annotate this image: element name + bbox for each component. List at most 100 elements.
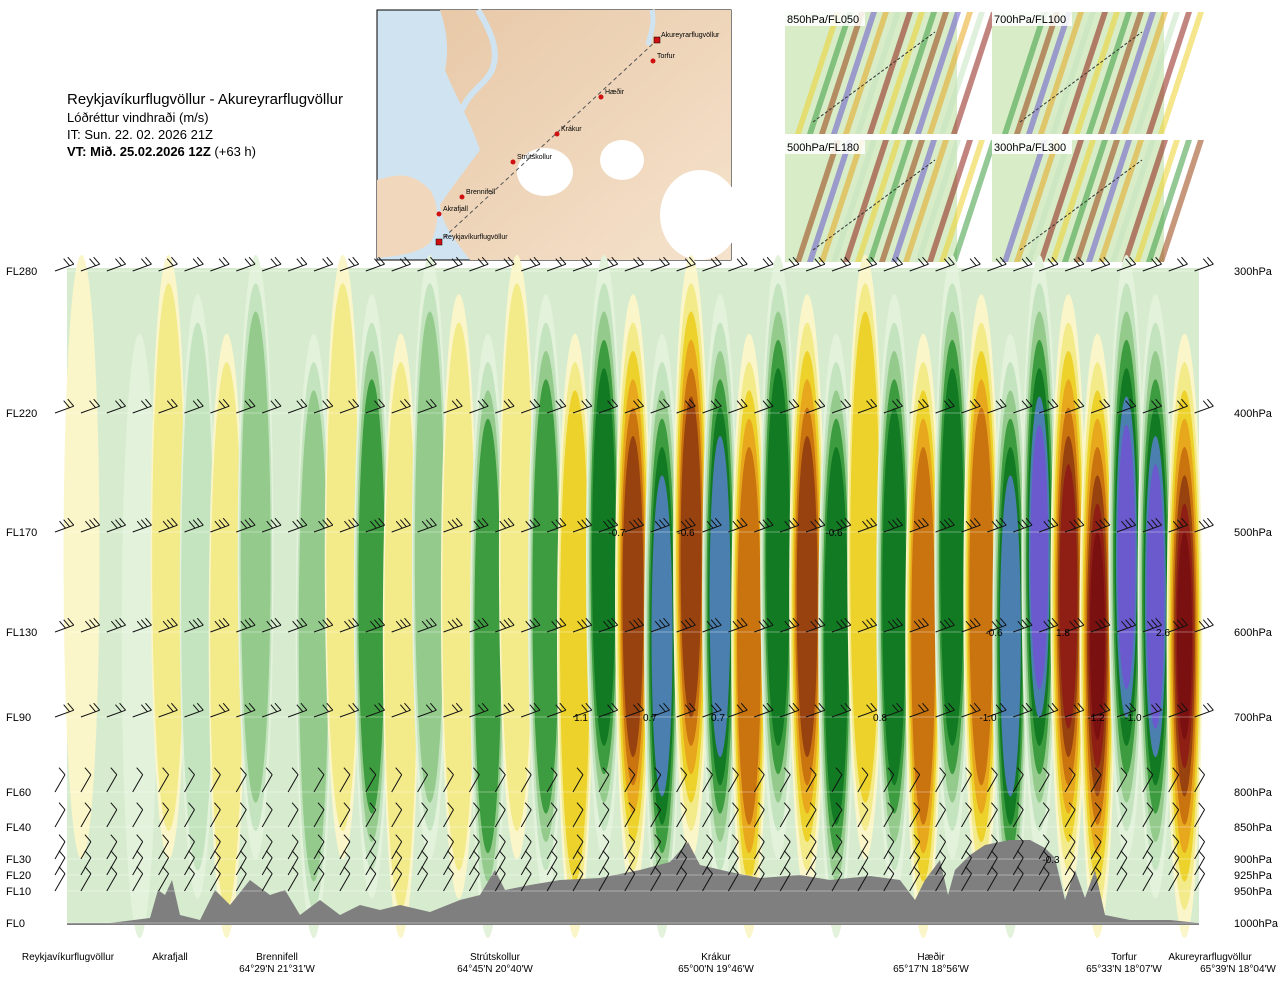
barb-shaft <box>106 809 118 828</box>
barb-feather <box>714 398 722 407</box>
barb-feather <box>714 517 722 526</box>
barb-shaft <box>1013 263 1033 272</box>
barb-feather <box>607 619 614 627</box>
thumbnail-field <box>951 12 997 134</box>
wind-barb <box>209 767 221 793</box>
barb-shaft <box>883 524 903 533</box>
barb-feather <box>732 620 740 629</box>
barb-feather <box>352 256 360 265</box>
wind-barb <box>935 702 955 718</box>
barb-feather <box>1021 704 1029 712</box>
barb-feather <box>1077 517 1085 526</box>
barb-feather <box>343 767 351 776</box>
wind-barb <box>261 850 273 876</box>
barb-feather <box>922 617 929 626</box>
barb-feather <box>870 517 878 526</box>
level-thumbnail: 850hPa/FL050 <box>785 12 997 134</box>
barb-feather <box>1146 834 1154 843</box>
field-contour <box>414 311 445 803</box>
barb-shaft <box>209 809 221 828</box>
wind-barb <box>313 517 334 533</box>
wind-barb <box>1013 617 1033 633</box>
barb-feather <box>63 704 71 712</box>
wind-barb <box>495 398 515 414</box>
barb-shaft <box>935 405 955 414</box>
barb-feather <box>196 256 204 265</box>
barb-feather <box>658 619 666 627</box>
barb-feather <box>67 256 75 265</box>
wind-barb <box>443 256 463 272</box>
barb-feather <box>689 617 696 626</box>
wind-barb <box>546 850 558 876</box>
barb-shaft <box>805 405 826 414</box>
barb-shaft <box>1039 709 1059 718</box>
barb-feather <box>922 398 929 407</box>
wind-barb <box>261 866 273 892</box>
barb-shaft <box>494 809 506 828</box>
wind-barb <box>132 866 144 892</box>
wind-barb <box>132 617 152 633</box>
barb-shaft <box>546 263 567 272</box>
barb-feather <box>322 519 330 527</box>
barb-shaft <box>909 405 929 414</box>
field-contour <box>326 283 360 831</box>
barb-feather <box>835 866 843 875</box>
thumbnail-label-bg <box>992 12 1072 26</box>
barb-shaft <box>1194 809 1206 828</box>
field-band <box>905 333 942 939</box>
barb-feather <box>887 850 895 859</box>
barb-feather <box>603 620 610 629</box>
field-band <box>469 333 506 939</box>
wind-barb <box>727 767 739 793</box>
barb-feather <box>628 866 636 875</box>
wind-barb <box>650 702 670 718</box>
wind-barb <box>1116 517 1137 533</box>
barb-feather <box>322 400 330 408</box>
barb-feather <box>1176 704 1184 712</box>
barb-shaft <box>1168 524 1188 533</box>
barb-feather <box>577 620 584 629</box>
thumbnail-field <box>891 140 937 262</box>
wind-barb <box>417 802 429 828</box>
barb-feather <box>740 256 748 265</box>
barb-shaft <box>624 873 636 892</box>
barb-feather <box>870 617 878 626</box>
barb-shaft <box>702 774 713 793</box>
barb-feather <box>1202 400 1210 408</box>
barb-feather <box>995 519 1003 527</box>
wind-barb <box>443 834 454 860</box>
barb-shaft <box>520 857 532 876</box>
barb-feather <box>1155 256 1162 265</box>
barb-feather <box>1155 398 1162 407</box>
barb-feather <box>784 620 792 629</box>
barb-feather <box>818 398 826 407</box>
barb-feather <box>110 866 118 875</box>
barb-feather <box>473 767 480 776</box>
barb-feather <box>628 520 636 529</box>
barb-feather <box>136 866 144 875</box>
barb-feather <box>922 517 929 526</box>
barb-feather <box>524 767 532 776</box>
wind-barb <box>935 617 955 633</box>
barb-feather <box>844 702 852 711</box>
wind-barb <box>572 256 593 272</box>
barb-shaft <box>495 709 515 718</box>
barb-feather <box>270 519 278 527</box>
barb-feather <box>430 517 437 526</box>
wind-barb <box>469 617 489 633</box>
wind-barb <box>780 256 800 272</box>
barb-feather <box>658 704 666 712</box>
wind-barb <box>235 802 247 828</box>
barb-feather <box>93 398 101 407</box>
barb-shaft <box>961 624 981 633</box>
barb-shaft <box>728 263 748 272</box>
barb-feather <box>447 767 454 776</box>
barb-feather <box>222 617 230 626</box>
barb-feather <box>115 258 122 266</box>
wind-barb <box>158 866 170 892</box>
barb-feather <box>430 617 437 626</box>
barb-feather <box>939 620 947 629</box>
barb-feather <box>973 617 981 626</box>
thumbnail-field <box>819 12 865 134</box>
